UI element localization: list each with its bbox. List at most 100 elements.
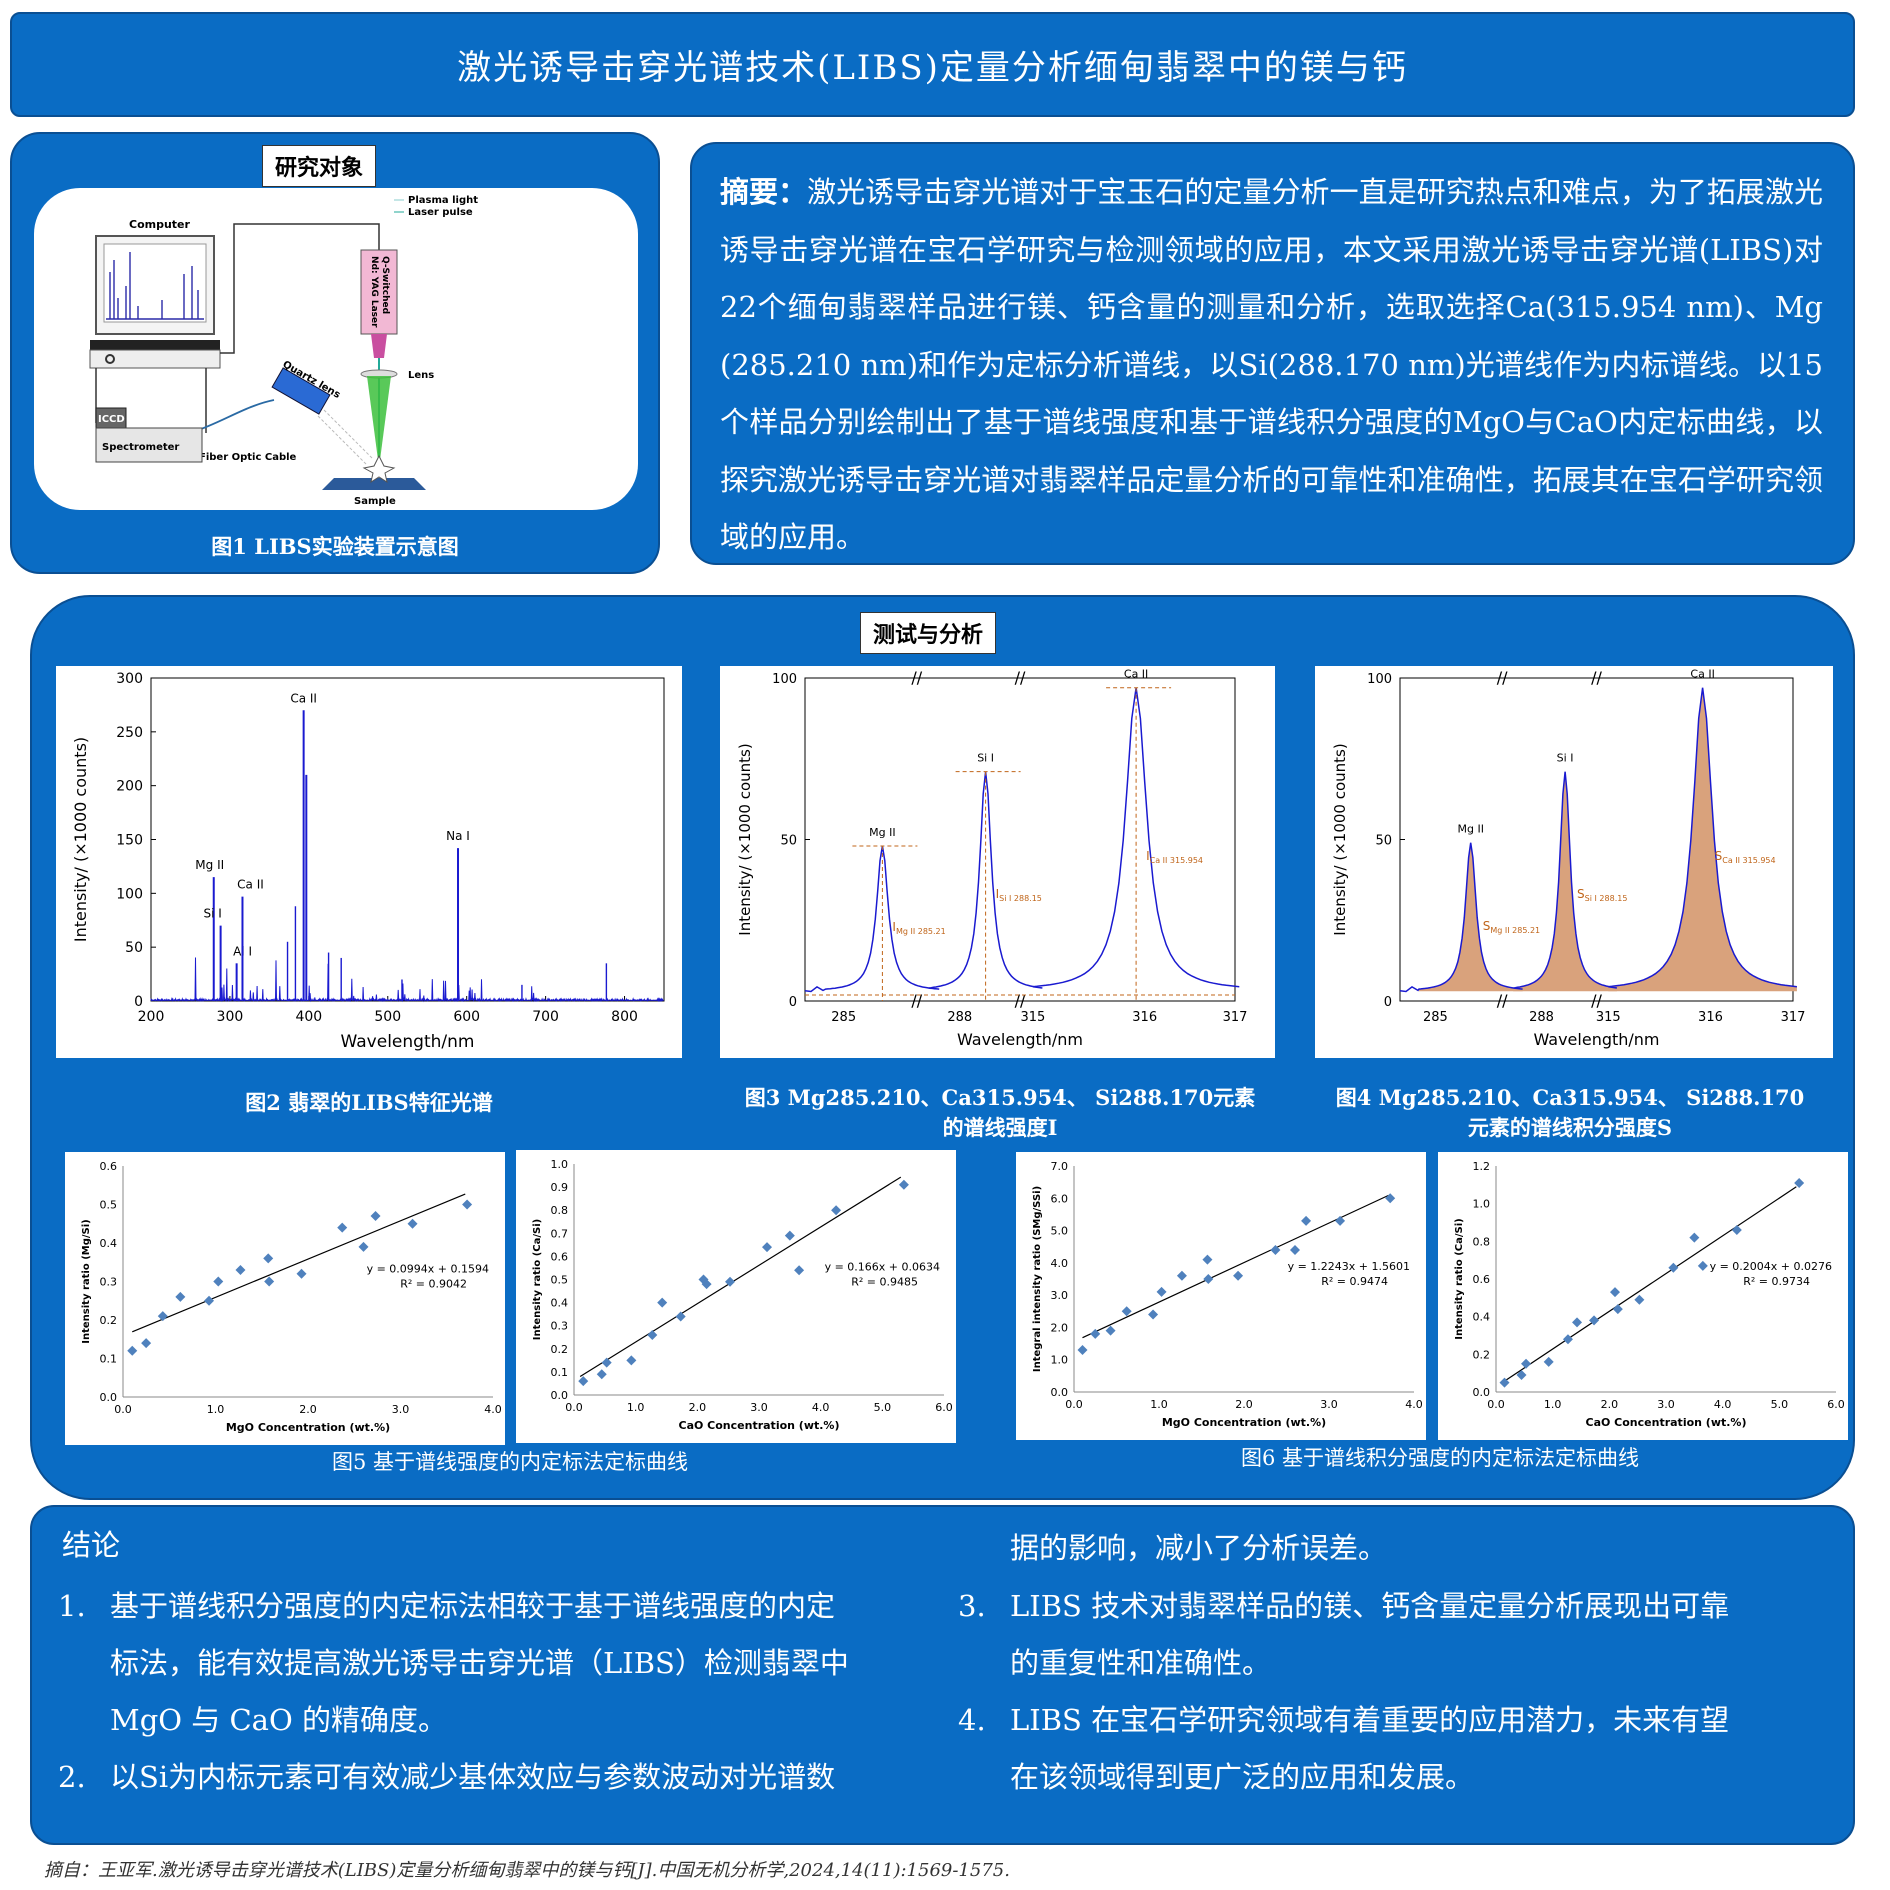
fig6a-xtick-label: 4.0 — [1405, 1398, 1423, 1411]
analysis-label: 测试与分析 — [860, 612, 997, 654]
fig6b-xtick-label: 5.0 — [1771, 1398, 1789, 1411]
computer-label: Computer — [129, 218, 191, 231]
fig6b-ytick-label: 0.2 — [1473, 1348, 1491, 1361]
fig4-caption: 图4 Mg285.210、Ca315.954、 Si288.170 元素的谱线积… — [1280, 1083, 1860, 1143]
fig2-xtick-label: 600 — [453, 1009, 480, 1025]
sample — [322, 478, 426, 490]
fig6b-xtick-label: 4.0 — [1714, 1398, 1732, 1411]
fig4-svg: 0 50 100 285 288 315 316 317 Wavelength/nm Intens… — [1331, 668, 1806, 1049]
research-object-label: 研究对象 — [262, 145, 377, 187]
fig6b-point — [1697, 1260, 1708, 1271]
conclusion-1: 1. 基于谱线积分强度的内定标法相较于基于谱线强度的内定 标法，能有效提高激光诱… — [58, 1578, 990, 1749]
abstract-head: 摘要： — [720, 175, 808, 209]
fig5a-xtick-label: 0.0 — [114, 1403, 132, 1416]
fig5a-point — [157, 1311, 168, 1322]
fig6b-point — [1634, 1294, 1645, 1305]
fig3-xtick-label: 316 — [1132, 1010, 1157, 1025]
fig4-peak-annot: SSi I 288.15 — [1577, 887, 1627, 903]
fig5b-point — [647, 1329, 658, 1340]
fig5b-r2: R² = 0.9485 — [851, 1275, 918, 1288]
conclusion-1-num: 1. — [58, 1589, 86, 1623]
fig3-break-mark: // — [911, 668, 922, 687]
fig5b-xtick-label: 4.0 — [812, 1401, 830, 1414]
fig3-chart: 0 50 100 285 288 315 316 317 Wavelength/nm Intens… — [720, 666, 1275, 1058]
fiber-label: Fiber Optic Cable — [199, 452, 297, 463]
fig6a-point — [1233, 1270, 1244, 1281]
fig6a-point — [1202, 1254, 1213, 1265]
fig4-ylabel: Intensity/ (×1000 counts) — [1331, 743, 1349, 935]
fig5b-point — [626, 1355, 637, 1366]
fig5b-ytick-label: 0.5 — [551, 1274, 569, 1287]
fig5a-point — [204, 1295, 215, 1306]
title-bar: 激光诱导击穿光谱技术(LIBS)定量分析缅甸翡翠中的镁与钙 — [10, 12, 1855, 117]
fig2-peak-label: Ca II — [237, 878, 264, 892]
fig5a-r2: R² = 0.9042 — [400, 1277, 467, 1290]
fig4-xtick-label: 285 — [1423, 1010, 1448, 1025]
fig2-xtick-label: 300 — [217, 1009, 244, 1025]
fig5b-point — [794, 1265, 805, 1276]
fig6a-point — [1077, 1345, 1088, 1356]
fig5a-point — [235, 1264, 246, 1275]
page-title: 激光诱导击穿光谱技术(LIBS)定量分析缅甸翡翠中的镁与钙 — [457, 48, 1408, 88]
fig6b-point — [1668, 1262, 1679, 1273]
fig5b-ytick-label: 0.4 — [551, 1297, 569, 1310]
fig3-peak-label: Si I — [977, 752, 994, 765]
fig6b-point — [1572, 1317, 1583, 1328]
fig4-peak-area — [1418, 842, 1523, 992]
fig5a-fit-line — [132, 1193, 466, 1333]
setup-diagram: Computer Plasma light Laser pulse Q-Swit… — [34, 188, 638, 510]
conclusion-1-l2: 标法，能有效提高激光诱导击穿光谱（LIBS）检测翡翠中 — [110, 1646, 849, 1680]
fig6b-fit-equation: y = 0.2004x + 0.0276 — [1710, 1260, 1832, 1273]
fig6b-ytick-label: 0.6 — [1473, 1273, 1491, 1286]
fig6b-xtick-label: 6.0 — [1827, 1398, 1845, 1411]
fig6b-ytick-label: 0.8 — [1473, 1235, 1491, 1248]
fig4-xtick-label: 317 — [1781, 1010, 1806, 1025]
fig5b-xlabel: CaO Concentration (wt.%) — [679, 1419, 840, 1432]
fig6a-ytick-label: 5.0 — [1051, 1225, 1069, 1238]
legend-plasma-light: Plasma light — [408, 195, 478, 206]
fig5b-point — [601, 1357, 612, 1368]
fig6a-point — [1121, 1306, 1132, 1317]
fig6a-fit-equation: y = 1.2243x + 1.5601 — [1288, 1260, 1410, 1273]
fig6b-xtick-label: 2.0 — [1601, 1398, 1619, 1411]
fig5a-ylabel: Intensity ratio (Mg/Si) — [81, 1219, 92, 1343]
laser-label-2: Nd: YAG Laser — [369, 256, 379, 328]
conclusion-3-l2: 的重复性和准确性。 — [1010, 1646, 1272, 1680]
abstract-text: 摘要：激光诱导击穿光谱对于宝玉石的定量分析一直是研究热点和难点，为了拓展激光诱导… — [720, 164, 1823, 567]
citation: 摘自：王亚军.激光诱导击穿光谱技术(LIBS)定量分析缅甸翡翠中的镁与钙[J].… — [44, 1860, 1010, 1881]
fig6b-xtick-label: 0.0 — [1487, 1398, 1505, 1411]
fig5b-xtick-label: 2.0 — [689, 1401, 707, 1414]
laser-body — [360, 249, 398, 335]
fig5a-point — [407, 1218, 418, 1229]
fig4-spectrum — [1399, 687, 1797, 993]
fig4-peak-label: Si I — [1557, 752, 1574, 765]
fig3-peak-annot-sub: Mg II 285.21 — [896, 927, 946, 936]
fig6b-point — [1612, 1304, 1623, 1315]
fig6a-ytick-label: 4.0 — [1051, 1257, 1069, 1270]
fig3-peak-annot: IMg II 285.21 — [892, 920, 945, 936]
fig5b-ytick-label: 0.7 — [551, 1227, 569, 1240]
fig6b-ytick-label: 1.2 — [1473, 1160, 1491, 1173]
fig5a-fit-equation: y = 0.0994x + 0.1594 — [367, 1262, 489, 1275]
fig5a-point — [370, 1211, 381, 1222]
fig5b-ytick-label: 0.2 — [551, 1343, 569, 1356]
fig5a-point — [296, 1268, 307, 1279]
fig5a-xtick-label: 3.0 — [392, 1403, 410, 1416]
fig2-svg: 200 300 400 500 600 700 800 0 50 100 150 200 250 300 W… — [71, 671, 665, 1052]
fig4-peak-annot-sub: Ca II 315.954 — [1722, 856, 1775, 865]
fig2-frame — [150, 677, 665, 1002]
fig2-peak-label: Na I — [446, 829, 470, 843]
fig3-ytick-label: 50 — [780, 834, 797, 849]
fig5b-ytick-label: 1.0 — [551, 1158, 569, 1171]
fig2-ytick-label: 100 — [116, 886, 143, 902]
fig5a-ytick-label: 0.3 — [100, 1276, 118, 1289]
fig1-caption: 图1 LIBS实验装置示意图 — [211, 534, 459, 559]
fig5b-point — [831, 1205, 842, 1216]
spectrometer-box — [95, 427, 203, 463]
fig6a-point — [1148, 1309, 1159, 1320]
fig6a-point — [1105, 1325, 1116, 1336]
conclusions-panel — [30, 1505, 1855, 1845]
fig5b-xtick-label: 5.0 — [874, 1401, 892, 1414]
fig4-xtick-label: 315 — [1596, 1010, 1621, 1025]
fig6b-fit-line — [1501, 1186, 1797, 1384]
